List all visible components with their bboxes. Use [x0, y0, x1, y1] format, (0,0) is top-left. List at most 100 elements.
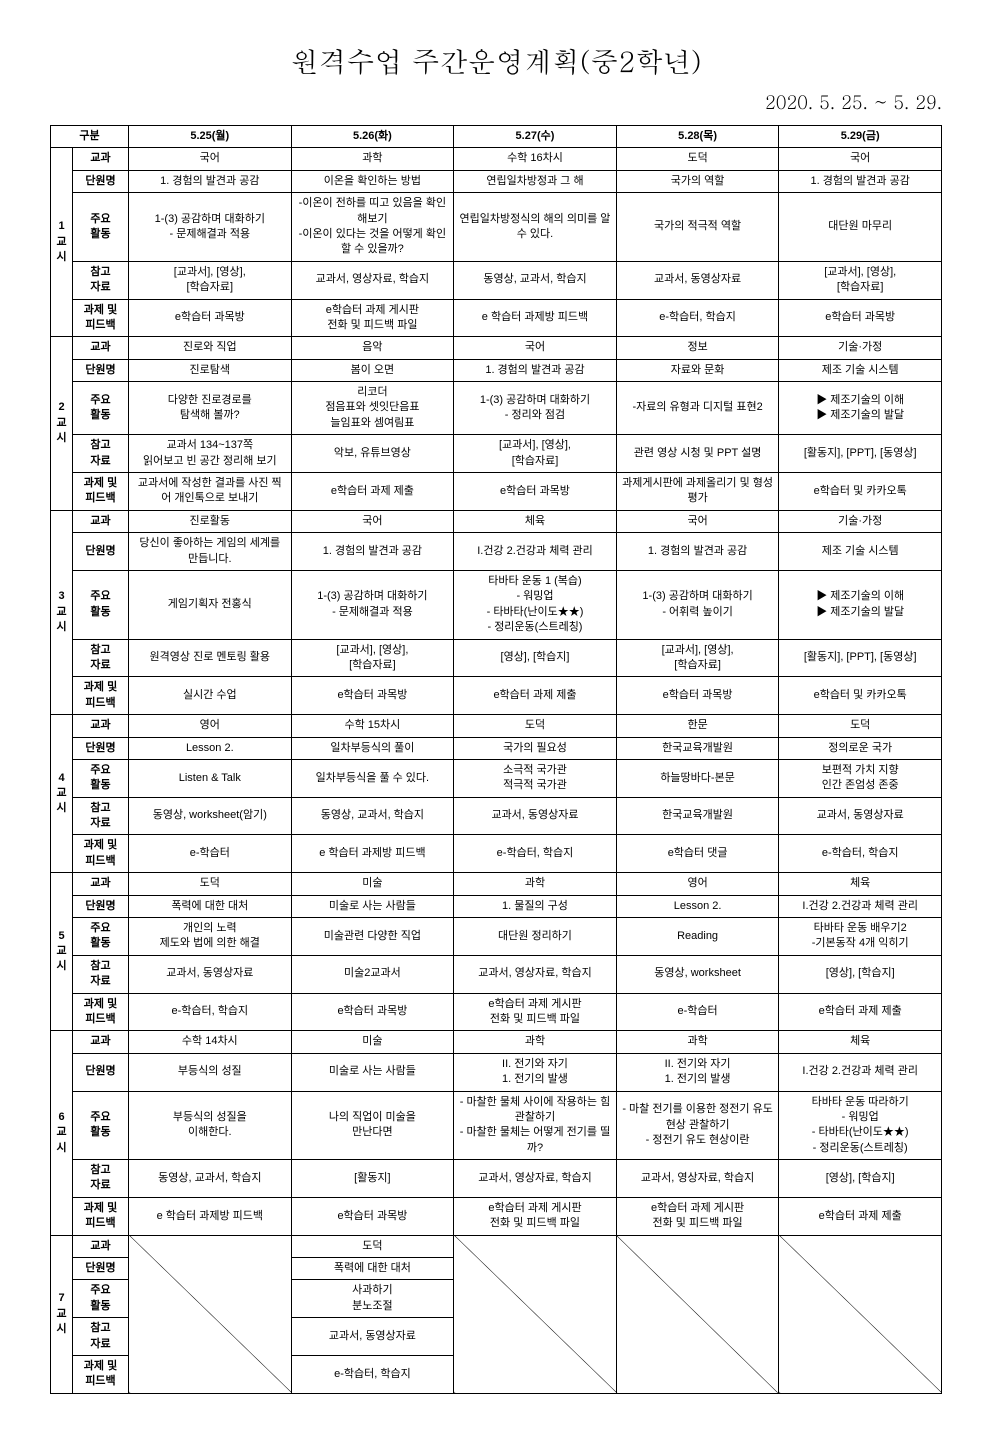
header-day: 5.26(화): [291, 126, 454, 148]
schedule-cell: 국어: [616, 510, 779, 532]
schedule-cell: 한국교육개발원: [616, 737, 779, 759]
schedule-cell: [활동지], [PPT], [동영상]: [779, 435, 942, 473]
table-row: 단원명당신이 좋아하는 게임의 세계를 만듭니다.1. 경험의 발견과 공감I.…: [51, 533, 942, 571]
schedule-cell: 한문: [616, 715, 779, 737]
schedule-cell: 동영상, 교과서, 학습지: [129, 1160, 292, 1198]
schedule-cell: 도덕: [454, 715, 617, 737]
schedule-cell: 교과서에 작성한 결과를 사진 찍어 개인톡으로 보내기: [129, 473, 292, 511]
table-row: 주요활동Listen & Talk일차부등식을 풀 수 있다.소극적 국가관적극…: [51, 759, 942, 797]
schedule-cell: 국어: [779, 148, 942, 170]
schedule-cell: 악보, 유튜브영상: [291, 435, 454, 473]
row-label: 참고자료: [73, 435, 129, 473]
schedule-cell: 수학 16차시: [454, 148, 617, 170]
schedule-cell: e 학습터 과제방 피드백: [129, 1197, 292, 1235]
schedule-cell: 소극적 국가관적극적 국가관: [454, 759, 617, 797]
header-day: 5.29(금): [779, 126, 942, 148]
header-day: 5.27(수): [454, 126, 617, 148]
schedule-cell: 1. 경험의 발견과 공감: [454, 359, 617, 381]
table-row: 단원명부등식의 성질미술로 사는 사람들II. 전기와 자기1. 전기의 발생I…: [51, 1053, 942, 1091]
row-label: 참고자료: [73, 1318, 129, 1356]
table-row: 과제 및피드백e-학습터, 학습지e학습터 과목방e학습터 과제 게시판전화 및…: [51, 993, 942, 1031]
schedule-cell: 국가의 필요성: [454, 737, 617, 759]
schedule-cell: 도덕: [291, 1235, 454, 1257]
period-cell: 4교시: [51, 715, 73, 873]
schedule-cell: 개인의 노력제도와 법에 의한 해결: [129, 918, 292, 956]
table-row: 과제 및피드백실시간 수업e학습터 과목방e학습터 과제 제출e학습터 과목방e…: [51, 677, 942, 715]
schedule-cell: 국가의 역할: [616, 170, 779, 192]
schedule-cell: 교과서, 영상자료, 학습지: [454, 955, 617, 993]
schedule-cell: 이온을 확인하는 방법: [291, 170, 454, 192]
schedule-cell: 봄이 오면: [291, 359, 454, 381]
schedule-cell: 폭력에 대한 대처: [129, 895, 292, 917]
row-label: 과제 및피드백: [73, 835, 129, 873]
schedule-cell: ▶ 제조기술의 이해▶ 제조기술의 발달: [779, 382, 942, 435]
table-row: 주요활동1-(3) 공감하며 대화하기- 문제해결과 적용-이온이 전하를 띠고…: [51, 193, 942, 262]
schedule-cell: e-학습터, 학습지: [129, 993, 292, 1031]
schedule-table: 구분 5.25(월) 5.26(화) 5.27(수) 5.28(목) 5.29(…: [50, 125, 942, 1394]
schedule-cell: 정의로운 국가: [779, 737, 942, 759]
schedule-cell: 타바타 운동 배우기2-기본동작 4개 익히기: [779, 918, 942, 956]
date-range: 2020. 5. 25. ~ 5. 29.: [50, 90, 942, 115]
schedule-cell: e 학습터 과제방 피드백: [291, 835, 454, 873]
schedule-cell: 폭력에 대한 대처: [291, 1258, 454, 1280]
schedule-cell: I.건강 2.건강과 체력 관리: [779, 1053, 942, 1091]
schedule-cell: 1. 경험의 발견과 공감: [291, 533, 454, 571]
schedule-cell: 부등식의 성질: [129, 1053, 292, 1091]
schedule-body: 1교시교과국어과학수학 16차시도덕국어단원명1. 경험의 발견과 공감이온을 …: [51, 148, 942, 1393]
row-label: 교과: [73, 715, 129, 737]
header-row: 구분 5.25(월) 5.26(화) 5.27(수) 5.28(목) 5.29(…: [51, 126, 942, 148]
schedule-cell: 1. 경험의 발견과 공감: [779, 170, 942, 192]
page-container: 원격수업 주간운영계획(중2학년) 2020. 5. 25. ~ 5. 29. …: [50, 40, 942, 1394]
schedule-cell: 체육: [779, 873, 942, 895]
empty-diagonal-cell: [129, 1235, 292, 1393]
row-label: 주요활동: [73, 1091, 129, 1160]
schedule-cell: 한국교육개발원: [616, 797, 779, 835]
schedule-cell: 1-(3) 공감하며 대화하기- 어휘력 높이기: [616, 570, 779, 639]
schedule-cell: 타바타 운동 따라하기- 워밍업- 타바타(난이도★★)- 정리운동(스트레칭): [779, 1091, 942, 1160]
table-row: 2교시교과진로와 직업음악국어정보기술·가정: [51, 337, 942, 359]
schedule-cell: 대단원 마무리: [779, 193, 942, 262]
row-label: 주요활동: [73, 1280, 129, 1318]
schedule-cell: e학습터 과제 게시판전화 및 피드백 파일: [616, 1197, 779, 1235]
row-label: 참고자료: [73, 797, 129, 835]
schedule-cell: 실시간 수업: [129, 677, 292, 715]
period-cell: 2교시: [51, 337, 73, 511]
row-label: 참고자료: [73, 639, 129, 677]
schedule-cell: 하늘땅바다-본문: [616, 759, 779, 797]
row-label: 주요활동: [73, 570, 129, 639]
schedule-cell: [영상], [학습지]: [454, 639, 617, 677]
schedule-cell: 국가의 적극적 역할: [616, 193, 779, 262]
schedule-cell: 국어: [454, 337, 617, 359]
schedule-cell: 일차부등식을 풀 수 있다.: [291, 759, 454, 797]
period-cell: 1교시: [51, 148, 73, 337]
schedule-cell: 대단원 정리하기: [454, 918, 617, 956]
schedule-cell: 부등식의 성질을이해한다.: [129, 1091, 292, 1160]
schedule-cell: 과학: [291, 148, 454, 170]
table-row: 단원명폭력에 대한 대처미술로 사는 사람들1. 물질의 구성Lesson 2.…: [51, 895, 942, 917]
schedule-cell: e-학습터, 학습지: [291, 1356, 454, 1394]
schedule-cell: 게임기획자 전홍식: [129, 570, 292, 639]
schedule-cell: 원격영상 진로 멘토링 활용: [129, 639, 292, 677]
table-row: 주요활동다양한 진로경로를탐색해 볼까?리코더점음표와 셋잇단음표늘임표와 셈여…: [51, 382, 942, 435]
schedule-cell: Lesson 2.: [616, 895, 779, 917]
row-label: 교과: [73, 873, 129, 895]
header-day: 5.28(목): [616, 126, 779, 148]
table-row: 참고자료교과서, 동영상자료미술2교과서교과서, 영상자료, 학습지동영상, w…: [51, 955, 942, 993]
table-row: 주요활동부등식의 성질을이해한다.나의 직업이 미술을만난다면- 마찰한 물체 …: [51, 1091, 942, 1160]
schedule-cell: 과학: [616, 1031, 779, 1053]
row-label: 단원명: [73, 359, 129, 381]
schedule-cell: 과학: [454, 1031, 617, 1053]
schedule-cell: 교과서 134~137쪽읽어보고 빈 공간 정리해 보기: [129, 435, 292, 473]
schedule-cell: [교과서], [영상],[학습자료]: [291, 639, 454, 677]
schedule-cell: e학습터 과제 제출: [779, 993, 942, 1031]
schedule-cell: 연립일차방정식의 해의 의미를 알수 있다.: [454, 193, 617, 262]
schedule-cell: e학습터 과목방: [616, 677, 779, 715]
row-label: 주요활동: [73, 193, 129, 262]
schedule-cell: [교과서], [영상],[학습자료]: [454, 435, 617, 473]
schedule-cell: 동영상, worksheet: [616, 955, 779, 993]
row-label: 단원명: [73, 1053, 129, 1091]
schedule-cell: 사과하기분노조절: [291, 1280, 454, 1318]
schedule-cell: 관련 영상 시청 및 PPT 설명: [616, 435, 779, 473]
schedule-cell: 1-(3) 공감하며 대화하기- 문제해결과 적용: [291, 570, 454, 639]
schedule-cell: e학습터 과목방: [291, 1197, 454, 1235]
